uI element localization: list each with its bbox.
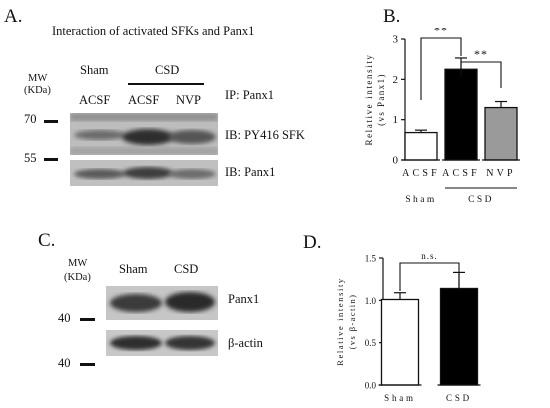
x-category-label: Sham [384,393,416,403]
significance-label: n.s. [421,251,438,261]
y-tick-label: 1 [393,114,399,126]
panel-b-chart: 0 1 2 3 Relative intensity (vs Panx1) ACSF ACSF… [364,28,520,205]
bar-1 [404,131,438,161]
panel-a-mw-label: MW [28,73,48,84]
panel-c-band-top: Panx1 [228,292,260,306]
y-tick-label: 3 [393,34,399,46]
panel-c-band-bottom: β-actin [228,336,263,350]
x-category-label: ACSF [402,168,440,179]
panel-a-ib-bottom: IB: Panx1 [225,165,276,179]
bar-1 [380,298,420,386]
panel-a-lane-2: ACSF [128,93,160,107]
panel-d-letter: D. [303,232,322,253]
panel-a-group-csd: CSD [155,63,180,77]
panel-a-ip-label: IP: Panx1 [225,88,274,102]
panel-d-chart: 0.0 0.5 1.0 1.5 Relative intensity (vs β-acti… [335,251,481,403]
x-category-label: ACSF [442,168,480,179]
y-tick-label: 1.5 [365,254,377,264]
panel-c-lane-1: Sham [119,262,148,276]
panel-b-letter: B. [383,6,401,27]
panel-c-blot-actin [106,330,218,356]
panel-a-group-sham: Sham [80,63,109,77]
panel-a-ib-top: IB: PY416 SFK [225,128,305,142]
x-category-label: CSD [446,393,472,403]
panel-a-kda-label: (KDa) [24,85,51,96]
panel-a-csd-group-line [128,83,204,85]
panel-a-letter: A. [4,6,23,27]
panel-c-mw-40-bottom: 40 [58,356,71,370]
bar-2 [439,287,479,386]
panel-c-mw-label: MW [68,258,88,269]
x-group-label-csd: CSD [468,195,494,205]
significance-label: ** [474,47,488,61]
y-axis-label: Relative intensity [335,277,345,366]
significance-bracket [460,61,502,88]
panel-a-lane-1: ACSF [79,93,111,107]
panel-a-marker-70 [44,120,58,123]
panel-c-mw-40-top: 40 [58,311,71,325]
panel-a-title: Interaction of activated SFKs and Panx1 [52,24,255,38]
panel-c-marker-40-bottom [80,363,95,366]
significance-bracket [399,262,460,291]
y-axis-label: Relative intensity [364,53,374,145]
y-tick-label: 0 [393,155,399,167]
y-tick-label: 1.0 [365,296,377,306]
panel-a-marker-55 [44,158,58,161]
panel-c-letter: C. [38,230,56,251]
panel-a-blot-panx1 [70,160,218,186]
x-group-label-sham: Sham [405,195,436,205]
significance-label: ** [434,28,448,37]
panel-c-blot-panx1 [106,286,218,320]
y-axis-label-2: (vs Panx1) [376,73,386,126]
panel-a-mw-55: 55 [24,151,37,165]
panel-a-blot-py416 [70,113,218,155]
y-tick-label: 2 [393,74,399,86]
panel-c-marker-40-top [80,318,95,321]
y-tick-label: 0.0 [365,381,377,391]
x-category-label: NVP [486,168,516,179]
y-axis-label-2: (vs β-actin) [347,294,357,350]
bar-3 [484,106,518,161]
y-tick-label: 0.5 [365,338,377,348]
significance-bracket [420,37,462,100]
panel-c-kda-label: (KDa) [64,272,91,283]
panel-a-lane-3: NVP [176,93,202,107]
panel-a-mw-70: 70 [24,112,37,126]
panel-c-lane-2: CSD [174,262,199,276]
bar-2 [444,68,478,161]
